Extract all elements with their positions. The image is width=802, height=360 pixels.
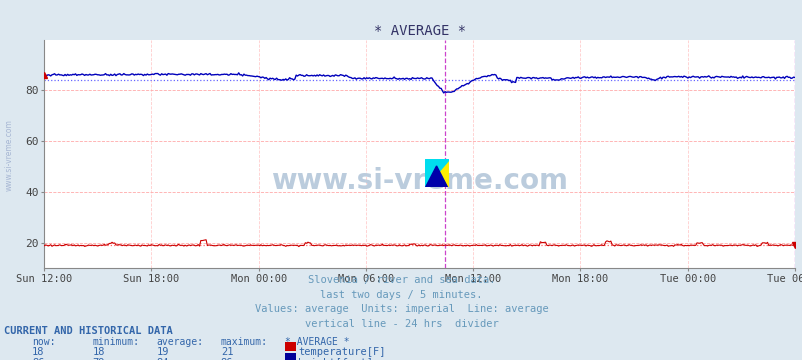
Text: height[foot]: height[foot] xyxy=(298,358,372,360)
Text: 86: 86 xyxy=(221,358,233,360)
Polygon shape xyxy=(424,159,448,187)
Text: 18: 18 xyxy=(92,347,105,357)
Text: 18: 18 xyxy=(32,347,45,357)
Text: now:: now: xyxy=(32,337,55,347)
Text: maximum:: maximum: xyxy=(221,337,268,347)
Text: CURRENT AND HISTORICAL DATA: CURRENT AND HISTORICAL DATA xyxy=(4,326,172,336)
Text: last two days / 5 minutes.: last two days / 5 minutes. xyxy=(320,290,482,300)
Text: average:: average: xyxy=(156,337,204,347)
Text: vertical line - 24 hrs  divider: vertical line - 24 hrs divider xyxy=(304,319,498,329)
Text: 79: 79 xyxy=(92,358,105,360)
Text: 19: 19 xyxy=(156,347,169,357)
Text: 86: 86 xyxy=(32,358,45,360)
Title: * AVERAGE *: * AVERAGE * xyxy=(373,24,465,39)
Text: Values: average  Units: imperial  Line: average: Values: average Units: imperial Line: av… xyxy=(254,304,548,314)
Text: www.si-vreme.com: www.si-vreme.com xyxy=(5,119,14,191)
Text: * AVERAGE *: * AVERAGE * xyxy=(285,337,349,347)
Polygon shape xyxy=(424,159,448,187)
Text: temperature[F]: temperature[F] xyxy=(298,347,385,357)
Text: www.si-vreme.com: www.si-vreme.com xyxy=(271,167,567,195)
Text: 21: 21 xyxy=(221,347,233,357)
Polygon shape xyxy=(425,166,447,187)
Text: minimum:: minimum: xyxy=(92,337,140,347)
Text: 84: 84 xyxy=(156,358,169,360)
Text: Slovenia / river and sea data.: Slovenia / river and sea data. xyxy=(307,275,495,285)
